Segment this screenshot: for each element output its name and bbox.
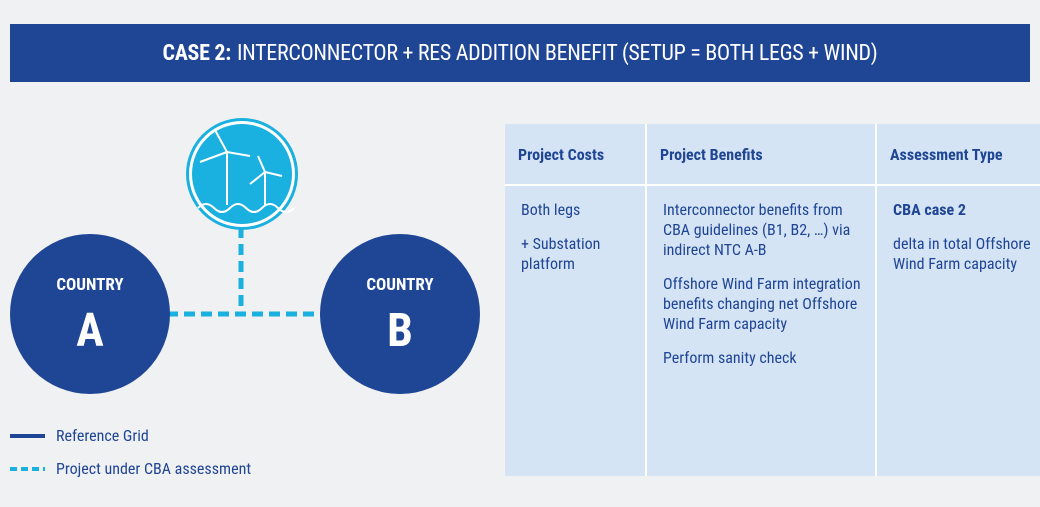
text: Reference Grid [56,426,149,445]
column: Project Costs Both legs + Substation platf… [505,124,645,476]
text: Project Benefits [647,124,875,186]
title: INTERCONNECTOR + RES ADDITION BENEFIT (S… [236,40,878,66]
legend-item: Project under CBA assessment [10,459,251,478]
diagram: COUNTRY A COUNTRY B [10,118,480,394]
text: Assessment Type [877,124,1040,186]
text: Project Costs [505,124,645,186]
text: Project under CBA assessment [56,459,252,478]
text: Perform sanity check [663,348,797,367]
legend-item: Reference Grid [10,426,149,445]
node-label: COUNTRY [56,275,124,295]
column: Project Benefits Interconnector benefits … [647,124,875,476]
text: Interconnector benefits from CBA guideli… [663,200,851,259]
node-letter: B [387,304,413,358]
node-letter: A [76,304,104,358]
text: delta in total Offshore Wind Farm capaci… [893,234,1031,273]
node-label: COUNTRY [366,275,434,295]
text: CBA case 2 [893,200,966,219]
text: + Substation platform [521,234,601,273]
table: Project Costs Both legs + Substation platf… [505,124,1040,476]
text: Both legs [521,200,581,219]
text: Offshore Wind Farm integration benefits … [663,274,861,333]
column: Assessment Type CBA case 2 delta in total … [877,124,1040,476]
title-bold: CASE 2: [162,40,231,66]
header: CASE 2: INTERCONNECTOR + RES ADDITION BEN… [10,24,1030,82]
